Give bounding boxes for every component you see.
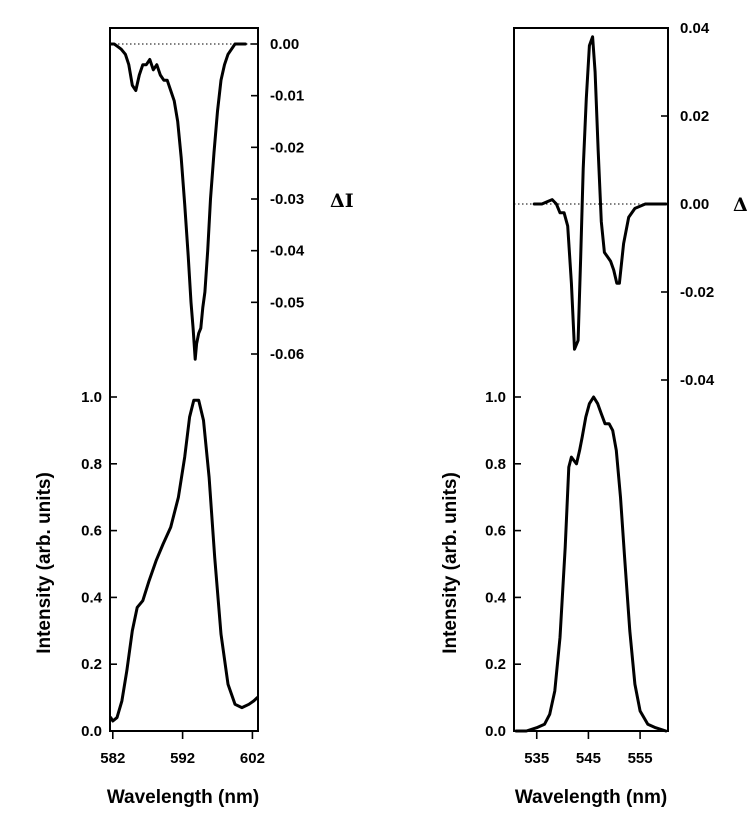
left-bottom-xtick-label: 582 — [100, 750, 125, 767]
left-frame — [109, 27, 259, 732]
right-panel: 0.04 0.02 0.00 -0.02 -0.04 0.0 0.2 0.4 0.6 0.8 1.… — [440, 20, 748, 808]
right-delta-axis-label: Δ — [733, 194, 748, 216]
left-delta-axis-label: ΔI — [330, 190, 354, 212]
left-top-ytick-label: -0.01 — [270, 88, 304, 105]
left-top-ytick-label: 0.00 — [270, 36, 299, 53]
left-bottom-ytick-label: 0.8 — [81, 456, 102, 473]
right-bottom-x-ticks: 535 545 555 — [524, 731, 653, 767]
right-delta-series-line — [532, 35, 668, 351]
right-top-ytick-label: 0.02 — [680, 108, 709, 125]
left-y-axis-label: Intensity (arb. units) — [34, 472, 55, 654]
left-bottom-xtick-label: 602 — [240, 750, 265, 767]
left-bottom-ytick-label: 0.4 — [81, 589, 103, 606]
right-bottom-ytick-label: 0.8 — [485, 456, 506, 473]
right-bottom-xtick-label: 535 — [524, 750, 549, 767]
right-frame — [513, 27, 669, 732]
left-bottom-ytick-label: 0.2 — [81, 656, 102, 673]
left-top-ytick-label: -0.06 — [270, 346, 304, 363]
right-bottom-y-ticks: 0.0 0.2 0.4 0.6 0.8 1.0 — [485, 389, 521, 740]
right-top-ytick-label: 0.04 — [680, 20, 710, 37]
right-bottom-ytick-label: 0.2 — [485, 656, 506, 673]
right-bottom-ytick-label: 0.6 — [485, 523, 506, 540]
left-bottom-ytick-label: 0.0 — [81, 723, 102, 740]
right-bottom-ytick-label: 0.4 — [485, 589, 507, 606]
right-top-ytick-label: 0.00 — [680, 196, 709, 213]
left-delta-series-line — [109, 42, 247, 361]
right-bottom-ytick-label: 1.0 — [485, 389, 506, 406]
left-panel: 0.00-0.01-0.02-0.03-0.04-0.05-0.06 0.00.… — [34, 27, 354, 808]
left-intensity-series-line — [109, 398, 259, 723]
left-top-ytick-label: -0.03 — [270, 191, 304, 208]
left-bottom-x-ticks: 582 592 602 — [100, 731, 265, 767]
right-top-ytick-label: -0.02 — [680, 284, 714, 301]
left-bottom-ytick-label: 1.0 — [81, 389, 102, 406]
left-bottom-y-ticks: 0.0 0.2 0.4 0.6 0.8 1.0 — [81, 389, 117, 740]
left-top-ytick-label: -0.04 — [270, 243, 305, 260]
right-x-axis-label: Wavelength (nm) — [515, 787, 667, 808]
right-bottom-ytick-label: 0.0 — [485, 723, 506, 740]
right-top-y-ticks: 0.04 0.02 0.00 -0.02 -0.04 — [661, 20, 715, 389]
right-top-ytick-label: -0.04 — [680, 372, 715, 389]
left-bottom-ytick-label: 0.6 — [81, 523, 102, 540]
right-y-axis-label: Intensity (arb. units) — [440, 472, 461, 654]
left-bottom-xtick-label: 592 — [170, 750, 195, 767]
left-x-axis-label: Wavelength (nm) — [107, 787, 259, 808]
right-intensity-series-line — [514, 395, 668, 733]
right-bottom-xtick-label: 545 — [576, 750, 601, 767]
left-top-ytick-label: -0.02 — [270, 139, 304, 156]
left-top-ytick-label: -0.05 — [270, 294, 304, 311]
left-top-y-ticks: 0.00 -0.01 -0.02 -0.03 -0.04 -0.05 -0.06 — [251, 36, 305, 363]
right-bottom-xtick-label: 555 — [628, 750, 653, 767]
